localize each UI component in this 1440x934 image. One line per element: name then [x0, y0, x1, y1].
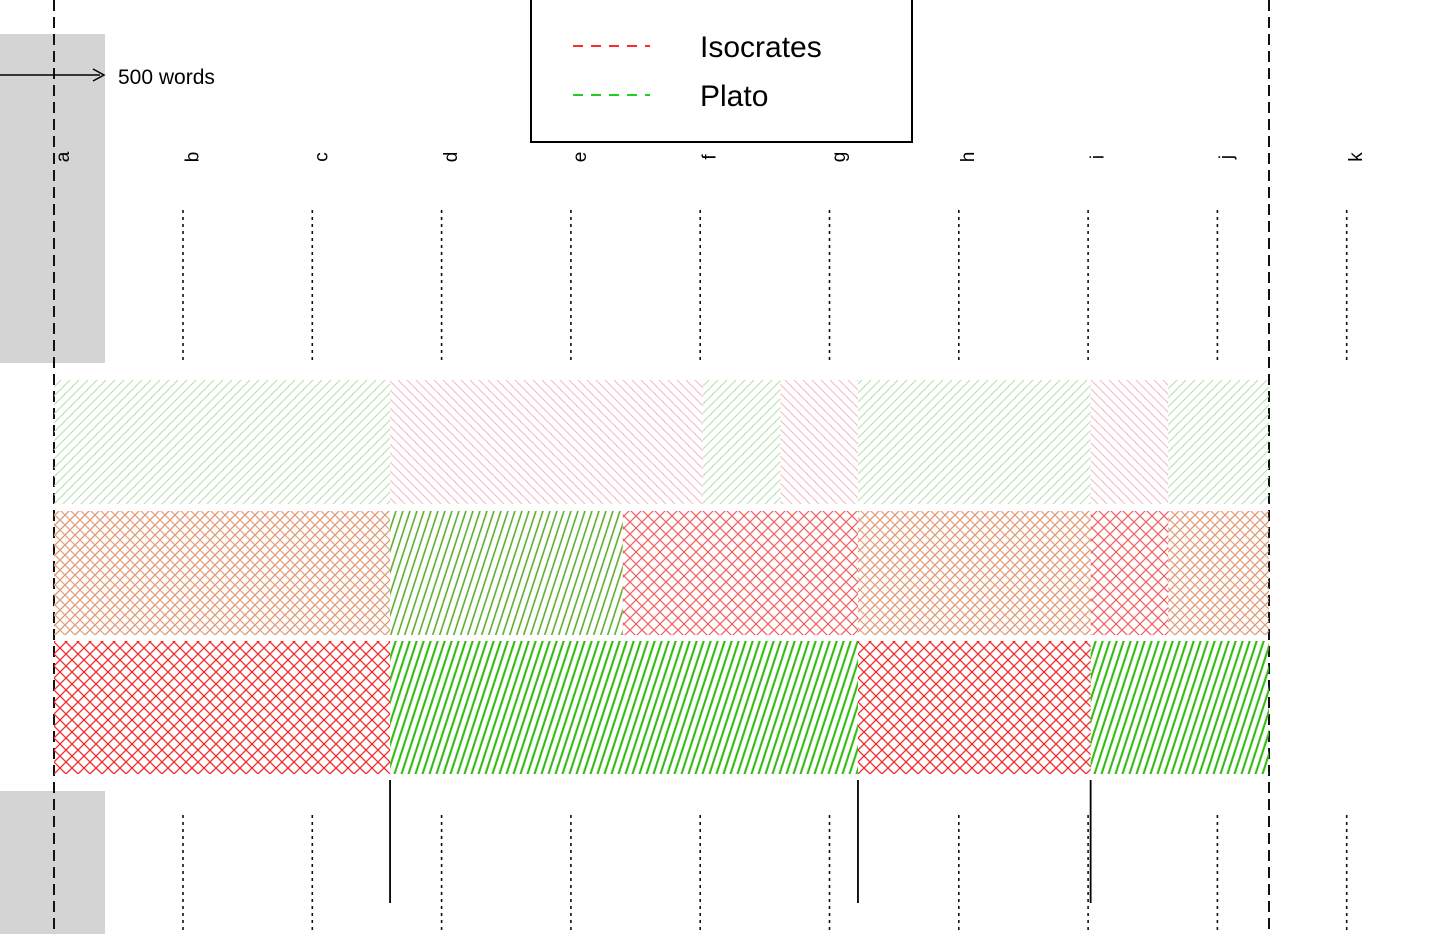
segment-faded-4-plato	[857, 380, 1091, 504]
scale-indicator: 500 words	[0, 66, 215, 89]
segment-faded-0-plato	[54, 380, 391, 504]
segment-mixed-4-both	[857, 511, 1091, 635]
segment-mixed-1-plato	[390, 511, 623, 635]
segment-mixed-5-isocrates	[1090, 511, 1169, 635]
scale-label: 500 words	[118, 66, 215, 89]
segment-solid-3-plato	[1090, 641, 1269, 774]
section-label-d: d	[441, 152, 462, 163]
section-label-k: k	[1346, 152, 1367, 162]
segment-mixed-0-both	[54, 511, 391, 635]
segment-faded-3-isocrates	[780, 380, 858, 504]
segment-faded-6-plato	[1168, 380, 1269, 504]
section-labels: a b c d e f g h i j k	[53, 151, 1367, 162]
tracks	[54, 380, 1269, 774]
section-guides	[182, 210, 1348, 934]
track-faded	[54, 380, 1269, 504]
segment-solid-1-plato	[390, 641, 858, 774]
section-label-f: f	[700, 154, 721, 160]
segment-mixed-6-both	[1168, 511, 1269, 635]
legend: Isocrates Plato	[530, 0, 913, 143]
bottom-left-panel	[0, 791, 105, 934]
track-solid	[54, 641, 1269, 774]
section-label-h: h	[958, 152, 979, 163]
section-label-b: b	[182, 152, 203, 163]
segment-mixed-2-isocrates	[622, 511, 781, 635]
track-mixed	[54, 511, 1269, 635]
boundary-markers	[389, 780, 1092, 903]
arrowhead-icon	[92, 68, 106, 82]
segment-mixed-3-isocrates	[780, 511, 858, 635]
legend-box	[530, 0, 913, 143]
segment-faded-2-plato	[702, 380, 781, 504]
section-label-c: c	[312, 152, 333, 162]
section-label-i: i	[1087, 155, 1108, 159]
segment-solid-2-isocrates	[857, 641, 1091, 774]
section-label-e: e	[570, 152, 591, 163]
top-left-panel	[0, 34, 105, 363]
section-label-g: g	[829, 152, 850, 163]
segment-solid-0-isocrates	[54, 641, 391, 774]
legend-label-plato: Plato	[700, 80, 768, 113]
segment-faded-1-isocrates	[390, 380, 703, 504]
legend-label-isocrates: Isocrates	[700, 31, 822, 64]
segment-faded-5-isocrates	[1090, 380, 1169, 504]
section-label-a: a	[53, 151, 74, 162]
section-label-j: j	[1217, 155, 1238, 160]
